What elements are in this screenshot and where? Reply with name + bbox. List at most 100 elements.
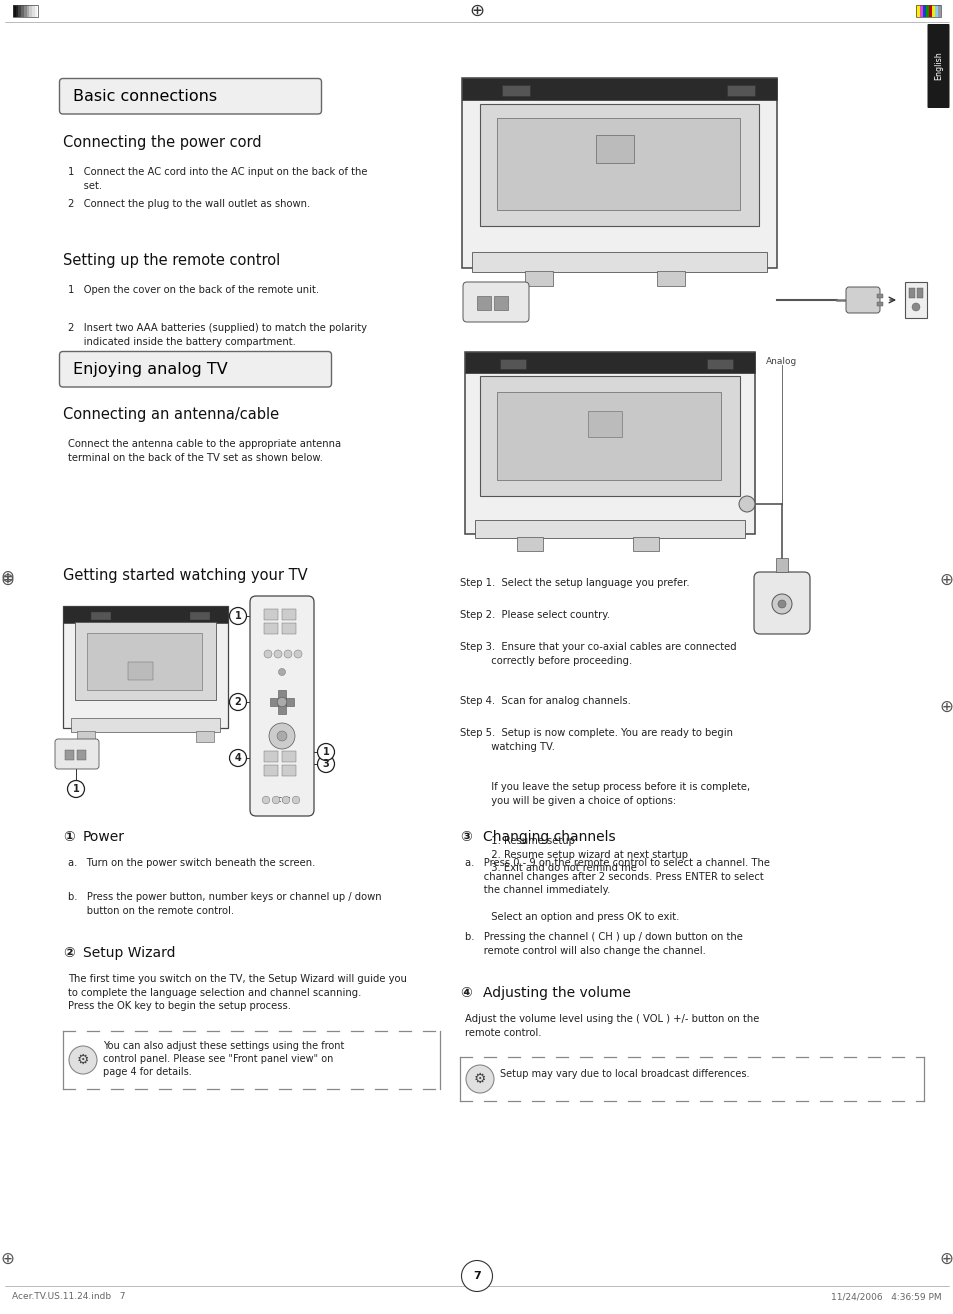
Text: b.   Press the power button, number keys or channel up / down
      button on th: b. Press the power button, number keys o… <box>68 892 381 916</box>
Bar <box>282 765 295 777</box>
Bar <box>497 392 720 480</box>
Bar <box>937 5 940 17</box>
Text: Setup Wizard: Setup Wizard <box>83 946 175 961</box>
Bar <box>919 5 922 17</box>
Circle shape <box>461 1260 492 1292</box>
Circle shape <box>274 650 282 658</box>
Text: 2: 2 <box>234 696 241 707</box>
Text: 3: 3 <box>322 759 329 769</box>
Bar <box>71 717 220 732</box>
Bar <box>479 376 740 495</box>
Circle shape <box>230 607 246 624</box>
Bar <box>195 731 213 742</box>
Bar <box>922 5 924 17</box>
Text: Setting up the remote control: Setting up the remote control <box>63 254 280 268</box>
Text: ⊕: ⊕ <box>939 698 952 716</box>
Text: 2   Connect the plug to the wall outlet as shown.: 2 Connect the plug to the wall outlet as… <box>68 198 310 209</box>
FancyBboxPatch shape <box>462 283 529 322</box>
Bar <box>264 765 277 777</box>
Bar <box>282 752 295 762</box>
Bar <box>277 690 286 714</box>
Bar <box>128 662 152 681</box>
Circle shape <box>264 650 272 658</box>
Circle shape <box>294 650 302 658</box>
Text: If you leave the setup process before it is complete,
          you will be give: If you leave the setup process before it… <box>459 782 749 805</box>
Text: ④: ④ <box>459 986 471 1000</box>
Bar <box>264 752 277 762</box>
Bar <box>30 5 32 17</box>
Bar <box>706 359 732 369</box>
Bar <box>928 5 931 17</box>
FancyBboxPatch shape <box>845 286 879 313</box>
Bar <box>77 750 86 759</box>
Bar <box>587 411 621 438</box>
Bar <box>190 612 210 620</box>
Bar <box>633 537 659 551</box>
Text: Basic connections: Basic connections <box>73 89 217 104</box>
Text: ⊕: ⊕ <box>1 572 14 589</box>
Text: Acer.TV.US.11.24.indb   7: Acer.TV.US.11.24.indb 7 <box>12 1292 126 1301</box>
FancyBboxPatch shape <box>753 572 809 633</box>
Text: Step 5.  Setup is now complete. You are ready to begin
          watching TV.: Step 5. Setup is now complete. You are r… <box>459 728 732 752</box>
Circle shape <box>69 1046 97 1074</box>
Text: Connecting an antenna/cable: Connecting an antenna/cable <box>63 407 279 422</box>
Text: Step 3.  Ensure that your co-axial cables are connected
          correctly befo: Step 3. Ensure that your co-axial cables… <box>459 643 736 666</box>
Bar <box>876 294 882 298</box>
Bar <box>595 135 633 163</box>
Bar <box>479 104 759 226</box>
Text: acer: acer <box>274 795 290 804</box>
Text: ⚙: ⚙ <box>474 1072 486 1085</box>
Bar <box>475 520 744 537</box>
Bar <box>87 633 202 690</box>
Bar <box>497 118 740 210</box>
Circle shape <box>68 781 85 798</box>
Text: You can also adjust these settings using the front
control panel. Please see "Fr: You can also adjust these settings using… <box>103 1041 344 1077</box>
Bar <box>924 5 928 17</box>
Bar <box>464 352 754 533</box>
Circle shape <box>317 744 335 761</box>
Bar <box>876 302 882 306</box>
Bar <box>726 85 754 96</box>
Bar <box>916 5 940 17</box>
Circle shape <box>230 749 246 766</box>
Text: Adjust the volume level using the ( VOL ) +/- button on the
remote control.: Adjust the volume level using the ( VOL … <box>464 1014 759 1038</box>
Bar <box>24 5 27 17</box>
Bar <box>916 5 919 17</box>
Bar <box>934 5 937 17</box>
Text: 1: 1 <box>322 746 329 757</box>
Text: Select an option and press OK to exit.: Select an option and press OK to exit. <box>459 912 679 922</box>
Bar <box>775 558 787 572</box>
Circle shape <box>465 1066 494 1093</box>
FancyBboxPatch shape <box>59 352 331 388</box>
Bar <box>264 608 277 620</box>
Bar <box>264 623 277 633</box>
Text: ⊕: ⊕ <box>1 1250 14 1268</box>
Bar <box>517 537 542 551</box>
Bar <box>461 78 776 100</box>
Text: Enjoying analog TV: Enjoying analog TV <box>73 361 228 377</box>
Bar <box>931 5 934 17</box>
Text: Step 2.  Please select country.: Step 2. Please select country. <box>459 610 609 620</box>
Bar <box>32 5 34 17</box>
Bar <box>27 5 30 17</box>
Circle shape <box>269 723 294 749</box>
Bar <box>476 296 491 310</box>
Text: Analog: Analog <box>765 357 797 367</box>
Text: a.   Press 0 - 9 on the remote control to select a channel. The
      channel ch: a. Press 0 - 9 on the remote control to … <box>464 858 769 895</box>
Circle shape <box>278 669 285 675</box>
Text: ②: ② <box>63 946 74 961</box>
FancyBboxPatch shape <box>59 79 321 114</box>
Bar <box>63 606 228 623</box>
Bar <box>464 352 754 373</box>
Text: ①: ① <box>63 830 74 844</box>
Text: 11/24/2006   4:36:59 PM: 11/24/2006 4:36:59 PM <box>830 1292 941 1301</box>
Text: 1   Open the cover on the back of the remote unit.: 1 Open the cover on the back of the remo… <box>68 285 319 296</box>
Text: Power: Power <box>83 830 125 844</box>
Circle shape <box>276 731 287 741</box>
Text: ⊕: ⊕ <box>939 572 952 589</box>
Text: 2   Insert two AAA batteries (supplied) to match the polarity
     indicated ins: 2 Insert two AAA batteries (supplied) to… <box>68 323 367 347</box>
Bar <box>91 612 111 620</box>
FancyBboxPatch shape <box>926 24 948 108</box>
Circle shape <box>911 304 919 311</box>
Bar <box>499 359 525 369</box>
